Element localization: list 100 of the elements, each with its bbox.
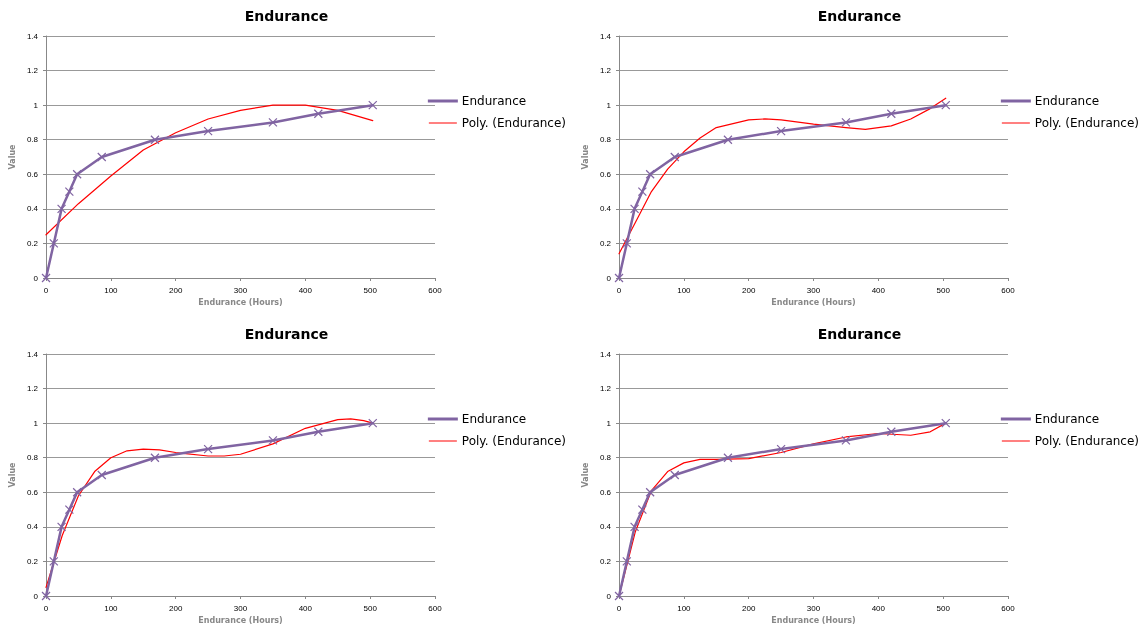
y-tick-label: 0.8: [26, 453, 39, 463]
legend-label: Poly. (Endurance): [1034, 434, 1140, 448]
point: [886, 109, 896, 119]
x-tick-label: 200: [742, 603, 756, 613]
point: [645, 169, 655, 179]
x-tick-label: 200: [169, 603, 183, 613]
x-tick-label: 0: [616, 285, 622, 295]
y-tick-label: 0.8: [599, 453, 612, 463]
y-tick-label: 0.2: [26, 556, 39, 566]
x-axis-title: Endurance (Hours): [771, 616, 856, 626]
x-tick-label: 100: [677, 285, 692, 295]
point: [64, 504, 74, 515]
y-tick-label: 0.6: [599, 169, 612, 179]
y-tick-label: 0.6: [599, 487, 612, 497]
point: [614, 273, 624, 283]
x-tick-label: 300: [233, 603, 248, 613]
y-tick-label: 0.8: [599, 135, 612, 145]
y-tick-label: 1.4: [26, 349, 39, 359]
y-tick-label: 1: [33, 418, 39, 428]
y-axis-title: Value: [7, 461, 17, 488]
legend-label: Endurance: [1034, 412, 1100, 426]
x-tick-label: 500: [936, 285, 951, 295]
y-tick-label: 0.6: [26, 169, 39, 179]
x-tick-label: 500: [363, 603, 378, 613]
point: [49, 238, 59, 249]
x-tick-label: 400: [298, 285, 313, 295]
point: [203, 126, 213, 136]
chart-title: Endurance: [817, 8, 902, 24]
x-tick-label: 500: [936, 603, 951, 613]
point: [203, 444, 213, 454]
x-tick-label: 400: [871, 603, 886, 613]
x-tick-label: 300: [806, 603, 821, 613]
legend-label: Endurance: [1034, 94, 1100, 108]
x-tick-label: 300: [233, 285, 248, 295]
point: [368, 418, 378, 428]
x-tick-label: 600: [428, 603, 443, 613]
point: [41, 591, 51, 601]
point: [670, 470, 680, 480]
point: [941, 100, 951, 110]
y-tick-label: 0.2: [599, 238, 612, 248]
x-tick-label: 100: [677, 603, 692, 613]
x-axis-title: Endurance (Hours): [198, 298, 283, 308]
x-axis-title: Endurance (Hours): [198, 616, 283, 626]
y-axis-title: Value: [580, 461, 590, 488]
point: [268, 435, 278, 446]
point: [368, 100, 378, 110]
point: [645, 487, 655, 497]
y-tick-label: 1: [606, 418, 612, 428]
x-tick-label: 200: [169, 285, 183, 295]
y-tick-label: 0.2: [599, 556, 612, 566]
point: [72, 169, 82, 179]
point: [97, 152, 107, 162]
point: [49, 556, 59, 567]
point: [150, 453, 160, 463]
y-tick-label: 1: [606, 100, 612, 110]
point: [313, 427, 323, 437]
point: [268, 117, 278, 128]
x-tick-label: 200: [742, 285, 756, 295]
point: [886, 427, 896, 437]
x-tick-label: 600: [1001, 603, 1016, 613]
y-tick-label: 0: [606, 591, 612, 601]
x-tick-label: 0: [616, 603, 622, 613]
point: [622, 238, 632, 249]
point: [629, 204, 640, 214]
point: [629, 522, 640, 532]
point: [64, 186, 74, 197]
y-tick-label: 0.4: [599, 204, 612, 214]
y-tick-label: 1: [33, 100, 39, 110]
y-tick-label: 0.4: [26, 204, 39, 214]
point: [776, 444, 786, 454]
point: [941, 418, 951, 428]
point: [776, 126, 786, 136]
y-axis-title: Value: [580, 143, 590, 170]
y-tick-label: 1.2: [26, 66, 39, 76]
chart-title: Endurance: [817, 326, 902, 342]
point: [670, 152, 680, 162]
legend-label: Endurance: [461, 94, 527, 108]
x-tick-label: 400: [871, 285, 886, 295]
legend-label: Poly. (Endurance): [461, 434, 567, 448]
chart-title: Endurance: [244, 8, 329, 24]
y-tick-label: 0.4: [26, 522, 39, 532]
point: [56, 522, 67, 532]
line-series: [618, 97, 947, 255]
y-tick-label: 1.2: [599, 66, 612, 76]
point: [72, 487, 82, 497]
point: [637, 186, 647, 197]
legend-label: Poly. (Endurance): [1034, 116, 1140, 130]
point: [841, 117, 851, 128]
x-tick-label: 300: [806, 285, 821, 295]
point: [622, 556, 632, 567]
point: [150, 135, 160, 145]
point: [637, 504, 647, 515]
y-axis-title: Value: [7, 143, 17, 170]
x-axis-title: Endurance (Hours): [771, 298, 856, 308]
y-tick-label: 1.4: [599, 349, 612, 359]
x-tick-label: 600: [428, 285, 443, 295]
y-tick-label: 0: [33, 591, 39, 601]
point: [56, 204, 67, 214]
legend-label: Poly. (Endurance): [461, 116, 567, 130]
point: [313, 109, 323, 119]
